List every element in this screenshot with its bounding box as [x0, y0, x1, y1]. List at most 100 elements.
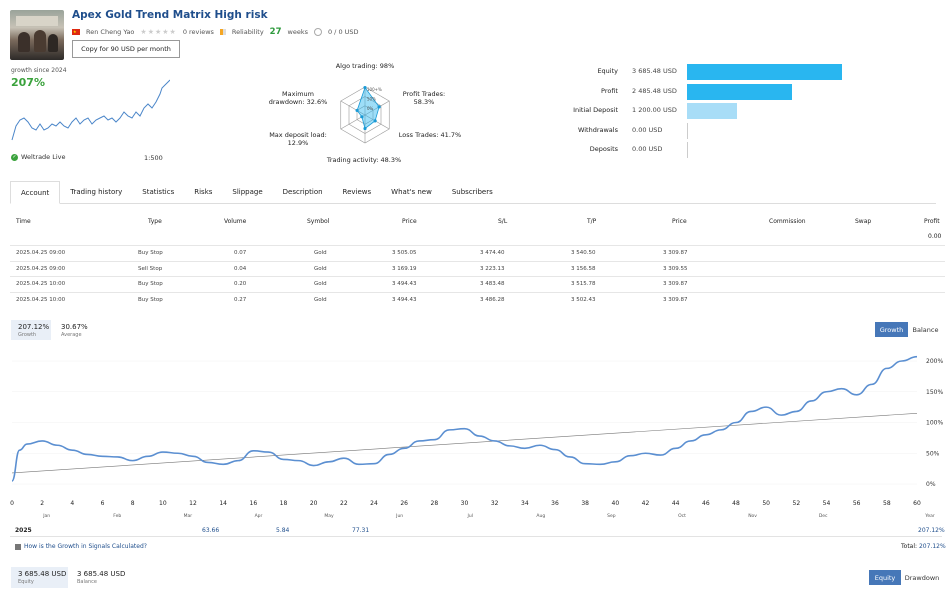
x-tick-label: 50 — [762, 500, 770, 507]
col-header-tp[interactable]: T/P — [587, 218, 597, 225]
profit-total: 0.00 — [928, 233, 942, 240]
table-cell: 3 309.55 — [663, 265, 688, 272]
tab-reviews[interactable]: Reviews — [342, 188, 372, 196]
col-header-swap[interactable]: Swap — [855, 218, 872, 225]
table-cell: 3 515.78 — [571, 281, 596, 288]
table-row[interactable]: 2025.04.25 10:00 Buy Stop 0.20 Gold 3 494.43… — [10, 276, 945, 291]
month-label: Feb — [113, 513, 121, 519]
subscribers-icon — [313, 28, 322, 36]
x-tick-label: 40 — [612, 500, 620, 507]
tab-description[interactable]: Description — [282, 188, 323, 196]
col-header-type[interactable]: Type — [148, 218, 162, 225]
x-tick-label: 38 — [581, 500, 589, 507]
col-header-price-current[interactable]: Price — [672, 218, 687, 225]
x-tick-label: 32 — [491, 500, 499, 507]
radar-label-algo: Algo trading: 98% — [335, 62, 395, 70]
col-header-commission[interactable]: Commission — [769, 218, 806, 225]
month-feb-value: 63.66 — [202, 527, 220, 534]
y-tick-label: 150% — [926, 389, 943, 396]
table-cell: 2025.04.25 10:00 — [16, 281, 66, 288]
reviews-link[interactable]: 0 reviews — [182, 28, 214, 36]
table-cell: Buy Stop — [138, 281, 163, 288]
tab-statistics[interactable]: Statistics — [142, 188, 175, 196]
month-label: Jul — [467, 513, 473, 519]
radar-chart: 100+% 50% 0% — [340, 85, 390, 144]
table-cell: 3 540.50 — [571, 250, 596, 256]
radar-ring-label: 50% — [367, 97, 376, 102]
table-cell: 3 505.05 — [392, 250, 417, 256]
table-fade — [10, 305, 945, 313]
weeks-label: weeks — [287, 28, 308, 36]
tab-slippage[interactable]: Slippage — [232, 188, 263, 196]
month-label: Dec — [819, 513, 828, 519]
tab-account[interactable]: Account — [10, 181, 61, 204]
month-label: Sep — [607, 513, 616, 519]
table-row[interactable]: 2025.04.25 10:00 Buy Stop 0.27 Gold 3 494.43… — [10, 291, 945, 307]
month-label: Mar — [184, 513, 193, 519]
legend-growth[interactable]: 207.12% Growth — [11, 320, 51, 340]
bar-value: 1 200.00 USD — [632, 106, 677, 114]
tab-whats-new[interactable]: What's new — [391, 188, 432, 196]
bar-value: 0.00 USD — [632, 145, 663, 153]
x-tick-label: 58 — [883, 500, 891, 507]
radar-point — [363, 85, 367, 90]
month-label: Jun — [395, 513, 403, 519]
x-tick-label: 10 — [159, 500, 167, 507]
radar-label-profit-trades: Profit Trades: 58.3% — [402, 90, 446, 106]
col-header-time[interactable]: Time — [16, 218, 31, 225]
table-cell: 3 309.87 — [663, 250, 688, 256]
col-header-volume[interactable]: Volume — [224, 218, 247, 225]
legend-equity[interactable]: 3 685.48 USD Equity — [11, 567, 68, 588]
author-avatar[interactable] — [10, 10, 64, 60]
author-name[interactable]: Ren Cheng Yao — [86, 28, 135, 36]
growth-calc-link-text[interactable]: How is the Growth in Signals Calculated? — [24, 543, 147, 550]
growth-calc-link[interactable]: How is the Growth in Signals Calculated? — [15, 543, 147, 550]
y-tick-label: 50% — [926, 450, 940, 457]
balance-button[interactable]: Balance — [909, 322, 942, 337]
average-trend-line — [11, 412, 918, 474]
col-header-price[interactable]: Price — [402, 218, 417, 225]
x-tick-label: 54 — [823, 500, 831, 507]
x-tick-label: 30 — [461, 500, 469, 507]
drawdown-button[interactable]: Drawdown — [902, 570, 942, 585]
growth-series-line — [11, 355, 918, 482]
tab-trading-history[interactable]: Trading history — [70, 188, 123, 196]
radar-point — [377, 105, 381, 109]
table-cell: 3 486.28 — [480, 296, 505, 303]
equity-button[interactable]: Equity — [869, 570, 901, 585]
radar-label-loss-trades: Loss Trades: 41.7% — [398, 131, 462, 139]
month-label: Oct — [678, 513, 686, 519]
x-tick-label: 36 — [551, 500, 559, 507]
table-cell: 3 169.19 — [392, 265, 417, 272]
col-header-sl[interactable]: S/L — [498, 218, 508, 225]
year-row-label: 2025 — [15, 527, 32, 534]
signal-title[interactable]: Apex Gold Trend Matrix High risk — [72, 9, 268, 21]
reliability-icon — [219, 29, 226, 35]
radar-label-max-deposit: Max deposit load: 12.9% — [269, 131, 327, 147]
rating-stars-icon: ★★★★★ — [140, 28, 177, 36]
x-tick-label: 20 — [310, 500, 318, 507]
copy-button[interactable]: Copy for 90 USD per month — [72, 40, 180, 58]
legend-average-value[interactable]: 30.67% — [61, 323, 88, 331]
broker-name[interactable]: Weltrade Live — [21, 153, 66, 161]
table-row[interactable]: 2025.04.25 09:00 Buy Stop 0.07 Gold 3 505.05… — [10, 245, 945, 260]
col-header-profit[interactable]: Profit — [924, 218, 940, 225]
bar-value: 3 685.48 USD — [632, 67, 677, 75]
radar-point — [355, 108, 359, 113]
month-label: Jan — [42, 513, 50, 519]
table-row[interactable]: 2025.04.25 09:00 Sell Stop 0.04 Gold 3 169.1… — [10, 260, 945, 276]
legend-equity-label: Equity — [18, 579, 34, 585]
x-tick-label: 56 — [853, 500, 861, 507]
col-header-symbol[interactable]: Symbol — [307, 218, 330, 225]
x-tick-label: 52 — [793, 500, 801, 507]
broker-info[interactable]: ✓ Weltrade Live — [11, 153, 66, 161]
growth-button[interactable]: Growth — [875, 322, 908, 337]
y-tick-label: 100% — [926, 420, 943, 427]
tab-risks[interactable]: Risks — [194, 188, 213, 196]
legend-balance-value[interactable]: 3 685.48 USD — [77, 570, 126, 578]
total-growth: Total: 207.12% — [901, 543, 946, 550]
x-tick-label: 46 — [702, 500, 710, 507]
x-tick-label: 16 — [250, 500, 258, 507]
tab-subscribers[interactable]: Subscribers — [451, 188, 493, 196]
table-cell: 0.27 — [234, 296, 247, 303]
